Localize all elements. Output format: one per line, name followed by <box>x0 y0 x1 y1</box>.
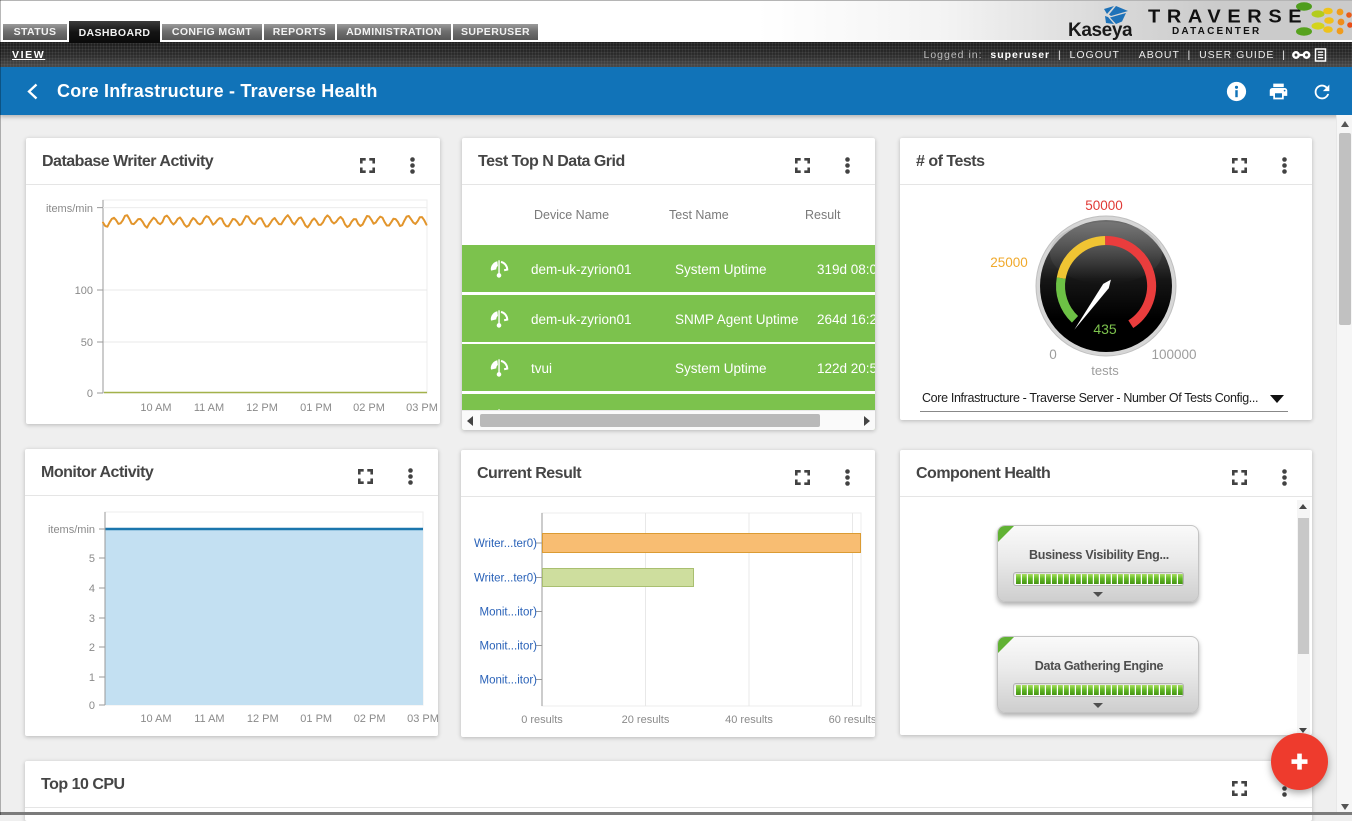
svg-text:0: 0 <box>1049 347 1057 362</box>
svg-text:02 PM: 02 PM <box>354 713 386 725</box>
svg-text:100000: 100000 <box>1151 347 1196 362</box>
svg-text:items/min: items/min <box>46 203 93 215</box>
svg-text:0: 0 <box>89 700 95 712</box>
svg-text:Writer...ter0): Writer...ter0) <box>474 538 537 550</box>
svg-text:435: 435 <box>1093 321 1117 337</box>
svg-text:0 results: 0 results <box>521 714 563 726</box>
svg-text:20 results: 20 results <box>622 714 670 726</box>
svg-text:02 PM: 02 PM <box>353 402 385 414</box>
svg-text:12 PM: 12 PM <box>247 713 279 725</box>
svg-text:Monit...itor): Monit...itor) <box>479 607 537 619</box>
svg-text:50000: 50000 <box>1085 198 1123 213</box>
svg-text:2: 2 <box>89 642 95 654</box>
svg-text:4: 4 <box>89 583 95 595</box>
svg-text:03 PM: 03 PM <box>407 713 438 725</box>
svg-text:10 AM: 10 AM <box>140 713 171 725</box>
svg-text:Kaseya: Kaseya <box>1068 20 1132 41</box>
svg-text:03 PM: 03 PM <box>406 402 438 414</box>
svg-text:01 PM: 01 PM <box>300 713 332 725</box>
svg-text:50: 50 <box>81 337 93 349</box>
svg-text:5: 5 <box>89 553 95 565</box>
svg-text:10 AM: 10 AM <box>140 402 171 414</box>
svg-text:items/min: items/min <box>48 524 95 536</box>
svg-text:11 AM: 11 AM <box>194 713 224 725</box>
svg-text:40 results: 40 results <box>725 714 773 726</box>
svg-text:3: 3 <box>89 613 95 625</box>
svg-text:60 results: 60 results <box>829 714 875 726</box>
svg-text:Monit...itor): Monit...itor) <box>479 675 537 687</box>
svg-text:tests: tests <box>1091 363 1119 378</box>
svg-text:Writer...ter0): Writer...ter0) <box>474 573 537 585</box>
svg-text:01 PM: 01 PM <box>300 402 332 414</box>
svg-text:11 AM: 11 AM <box>194 402 224 414</box>
svg-text:100: 100 <box>75 285 93 297</box>
svg-text:1: 1 <box>89 672 95 684</box>
svg-text:12 PM: 12 PM <box>246 402 278 414</box>
svg-text:25000: 25000 <box>990 255 1028 270</box>
svg-text:0: 0 <box>87 388 93 400</box>
svg-text:Monit...itor): Monit...itor) <box>479 641 537 653</box>
